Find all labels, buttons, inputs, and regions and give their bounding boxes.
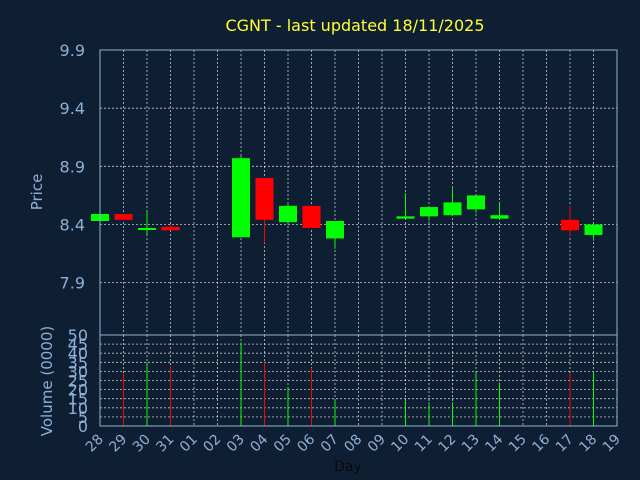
x-tick-label: 01 [177, 432, 201, 456]
x-tick-label: 31 [153, 432, 177, 456]
volume-bars [123, 342, 594, 426]
x-tick-label: 03 [224, 432, 248, 456]
x-tick-labels: 28 29 30 31 01 02 03 04 05 06 07 08 09 10 11 12 13 14 15 16… [83, 431, 624, 455]
candle-body [138, 227, 156, 230]
x-tick-label: 19 [600, 432, 624, 456]
candle-body [326, 221, 344, 239]
price-tick-labels: 9.9 9.4 8.9 8.4 7.9 [60, 41, 85, 293]
x-axis-label: Day [334, 459, 362, 475]
x-tick-label: 11 [412, 432, 436, 456]
candle-body [279, 205, 297, 223]
chart-title: CGNT - last updated 18/11/2025 [225, 16, 484, 35]
candle-body [443, 202, 462, 216]
x-tick-label: 18 [576, 432, 600, 456]
x-tick-label: 12 [435, 432, 459, 456]
volume-tick-label: 40 [68, 344, 88, 363]
x-tick-label: 06 [294, 431, 318, 455]
x-tick-label: 09 [365, 432, 389, 456]
volume-tick-label: 30 [68, 362, 88, 381]
x-tick-label: 05 [271, 432, 295, 456]
volume-grid [100, 334, 617, 427]
price-tick-label: 7.9 [60, 274, 85, 293]
x-tick-label: 16 [529, 431, 553, 455]
price-tick-label: 9.4 [60, 99, 85, 118]
x-tick-label: 15 [506, 432, 530, 456]
volume-tick-label: 25 [68, 372, 88, 391]
volume-tick-label: 50 [68, 326, 88, 345]
x-tick-label: 30 [130, 432, 154, 456]
price-grid [100, 49, 617, 335]
x-tick-label: 07 [318, 432, 342, 456]
price-tick-label: 8.9 [60, 157, 85, 176]
x-tick-label: 10 [388, 432, 412, 456]
price-axis-label: Price [28, 174, 46, 211]
volume-tick-label: 20 [68, 381, 88, 400]
x-tick-label: 08 [341, 432, 365, 456]
price-candles [91, 155, 603, 249]
x-tick-label: 04 [247, 431, 271, 455]
candle-body [490, 215, 509, 219]
candle-body [302, 205, 321, 228]
candle-body [561, 219, 579, 231]
candle-body [396, 216, 415, 219]
volume-tick-label: 35 [68, 353, 88, 372]
x-tick-label: 14 [482, 431, 506, 455]
candle-body [584, 224, 603, 235]
candle-body [255, 177, 274, 220]
x-tick-label: 02 [200, 432, 224, 456]
volume-tick-label: 5 [78, 408, 88, 427]
volume-tick-label: 15 [68, 390, 88, 409]
price-tick-label: 8.4 [60, 215, 85, 234]
candle-body [161, 226, 180, 231]
price-panel: 9.9 9.4 8.9 8.4 7.9 Price [28, 41, 618, 336]
x-tick-label: 29 [106, 432, 130, 456]
volume-tick-label: 0 [78, 417, 88, 436]
candle-body [114, 214, 133, 220]
volume-axis-label: Volume (0000) [38, 326, 56, 436]
x-tick-label: 17 [553, 432, 577, 456]
volume-tick-label: 10 [68, 399, 88, 418]
price-tick-label: 9.9 [60, 41, 85, 60]
x-tick-label: 13 [459, 432, 483, 456]
candle-body [467, 195, 485, 210]
price-frame [99, 49, 618, 336]
candle-body [420, 207, 438, 217]
candle-body [232, 158, 250, 238]
volume-tick-label: 45 [68, 335, 88, 354]
volume-frame [99, 334, 618, 427]
